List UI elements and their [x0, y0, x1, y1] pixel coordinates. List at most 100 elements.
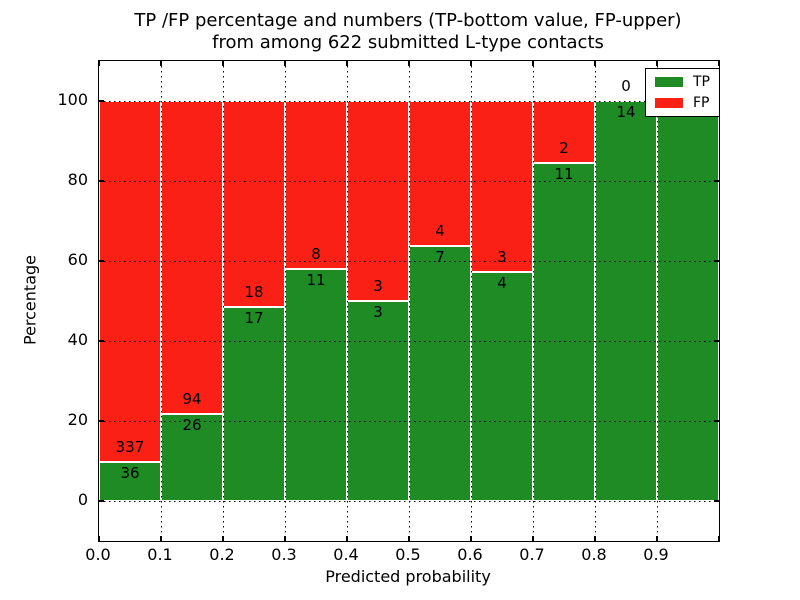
x-axis-tick	[594, 61, 596, 66]
fp-count-label: 3	[373, 277, 383, 295]
y-axis-tick	[99, 420, 104, 422]
y-axis-tick	[714, 260, 719, 262]
x-axis-tick	[284, 536, 286, 541]
x-axis-label: Predicted probability	[325, 567, 491, 586]
fp-count-label: 0	[621, 77, 631, 95]
y-tick-label: 100	[57, 90, 88, 109]
x-tick-label: 0.9	[643, 545, 669, 564]
tp-bar-segment	[99, 462, 161, 501]
fp-count-label: 3	[497, 248, 507, 267]
legend-swatch-tp	[655, 77, 683, 87]
x-tick-label: 0.7	[519, 545, 545, 564]
fp-count-label: 4	[435, 222, 445, 241]
gridline-horizontal	[99, 101, 719, 102]
tp-bar-segment	[347, 301, 409, 501]
x-axis-tick	[98, 536, 100, 541]
gridline-vertical	[595, 61, 596, 541]
x-axis-tick	[160, 536, 162, 541]
y-tick-label: 60	[67, 250, 88, 269]
gridline-vertical	[285, 61, 286, 541]
x-axis-tick	[160, 61, 162, 66]
y-axis-tick	[714, 500, 719, 502]
x-axis-tick	[284, 61, 286, 66]
x-axis-tick	[594, 536, 596, 541]
gridline-vertical	[657, 61, 658, 541]
x-tick-label: 0.6	[457, 545, 483, 564]
fp-count-label: 2	[559, 138, 569, 157]
fp-bar-segment	[161, 101, 223, 415]
tp-bar-segment	[409, 246, 471, 501]
fp-bar-segment	[223, 101, 285, 307]
tp-count-label: 4	[497, 274, 507, 293]
gridline-horizontal	[99, 181, 719, 182]
fp-count-label: 18	[244, 282, 264, 301]
x-tick-label: 0.5	[395, 545, 421, 564]
tp-bar-segment	[657, 101, 719, 501]
tp-count-label: 17	[244, 308, 264, 327]
tp-count-label: 11	[554, 164, 574, 183]
y-tick-label: 0	[77, 490, 88, 509]
y-axis-tick	[99, 340, 104, 342]
gridline-horizontal	[99, 421, 719, 422]
legend-item-fp: FP	[655, 96, 710, 110]
legend-item-tp: TP	[655, 75, 710, 89]
fp-bar-segment	[347, 101, 409, 301]
y-tick-label: 80	[67, 170, 88, 189]
tp-count-label: 36	[120, 464, 140, 483]
y-tick-label: 20	[67, 410, 88, 429]
tp-count-label: 11	[306, 271, 326, 290]
x-axis-tick	[346, 61, 348, 66]
x-axis-tick	[532, 61, 534, 66]
y-tick-label: 40	[67, 330, 88, 349]
gridline-vertical	[161, 61, 162, 541]
tp-count-label: 26	[182, 416, 202, 435]
y-axis-tick	[99, 260, 104, 262]
chart-title-line2: from among 622 submitted L-type contacts	[212, 32, 604, 53]
legend-label: TP	[693, 74, 710, 90]
x-axis-tick	[408, 536, 410, 541]
gridline-vertical	[533, 61, 534, 541]
x-axis-tick	[346, 536, 348, 541]
x-axis-tick	[470, 61, 472, 66]
tp-bar-segment	[223, 306, 285, 501]
y-axis-tick	[714, 420, 719, 422]
legend-label: FP	[693, 95, 710, 111]
fp-count-label: 94	[182, 390, 202, 409]
tp-bar-segment	[533, 162, 595, 501]
legend-swatch-fp	[655, 98, 683, 108]
x-tick-label: 0.3	[271, 545, 297, 564]
x-axis-tick	[532, 536, 534, 541]
x-axis-tick	[718, 61, 720, 66]
gridline-vertical	[471, 61, 472, 541]
fp-count-label: 337	[115, 438, 145, 457]
x-tick-label: 0.4	[333, 545, 359, 564]
y-axis-tick	[99, 500, 104, 502]
tp-bar-segment	[595, 101, 657, 501]
x-axis-tick	[408, 61, 410, 66]
gridline-horizontal	[99, 261, 719, 262]
x-tick-label: 0.0	[85, 545, 111, 564]
x-axis-tick	[718, 536, 720, 541]
x-axis-tick	[656, 536, 658, 541]
tp-bar-segment	[471, 272, 533, 501]
gridline-horizontal	[99, 501, 719, 502]
gridline-horizontal	[99, 341, 719, 342]
chart-title-line1: TP /FP percentage and numbers (TP-bottom…	[134, 10, 682, 31]
x-axis-tick	[222, 61, 224, 66]
gridline-vertical	[409, 61, 410, 541]
plot-area: 3373694261817811334734211014024TPFP	[98, 60, 720, 542]
x-axis-tick	[656, 61, 658, 66]
tp-count-label: 14	[616, 103, 636, 121]
tp-count-label: 3	[373, 303, 383, 321]
fp-count-label: 8	[311, 245, 321, 264]
y-axis-tick	[714, 340, 719, 342]
gridline-vertical	[347, 61, 348, 541]
fp-bar-segment	[99, 101, 161, 463]
legend: TP FP	[645, 68, 720, 117]
gridline-vertical	[223, 61, 224, 541]
tp-bar-segment	[285, 269, 347, 501]
x-tick-label: 0.8	[581, 545, 607, 564]
tp-count-label: 7	[435, 248, 445, 267]
x-tick-label: 0.2	[209, 545, 235, 564]
